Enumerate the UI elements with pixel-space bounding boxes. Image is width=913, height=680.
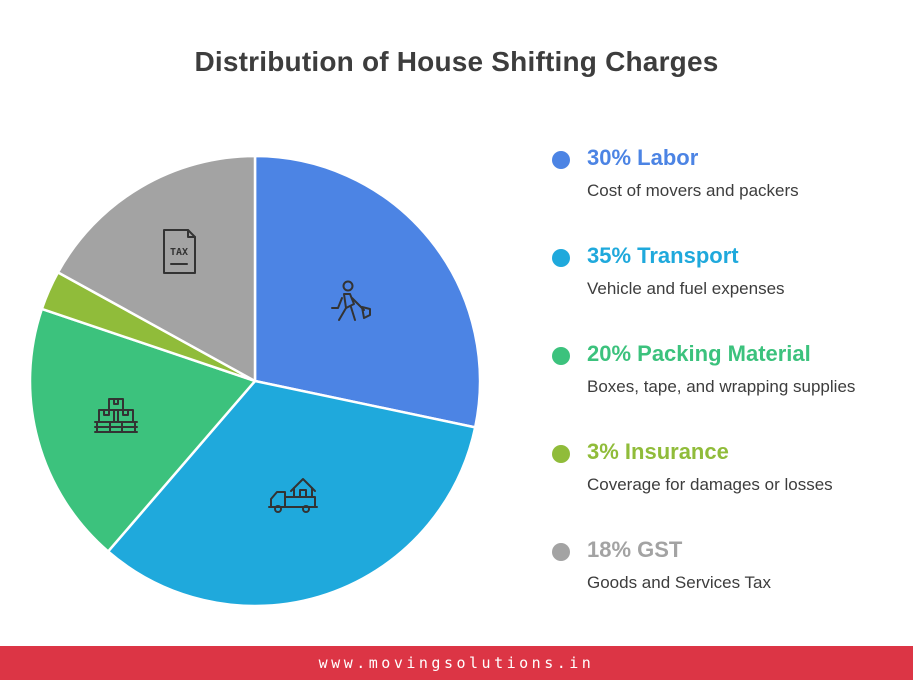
legend-label: 3% Insurance <box>587 439 729 464</box>
legend-description: Cost of movers and packers <box>587 181 799 200</box>
chart-title: Distribution of House Shifting Charges <box>194 46 719 77</box>
legend-description: Vehicle and fuel expenses <box>587 279 785 298</box>
legend-label: 30% Labor <box>587 145 699 170</box>
boxes-pallet-icon <box>94 398 138 433</box>
tax-icon-label: TAX <box>170 247 188 258</box>
pie-slice-0 <box>253 154 482 429</box>
legend-item: 35% Transport Vehicle and fuel expenses <box>552 243 907 341</box>
pie-chart: TAX <box>28 154 482 608</box>
legend-item: 20% Packing Material Boxes, tape, and wra… <box>552 341 907 439</box>
legend: 30% Labor Cost of movers and packers 35% T… <box>552 145 907 635</box>
tax-document-icon: TAX <box>163 229 196 274</box>
legend-item: 18% GST Goods and Services Tax <box>552 537 907 635</box>
legend-label: 35% Transport <box>587 243 739 268</box>
legend-label: 18% GST <box>587 537 683 562</box>
worker-shovel-icon <box>331 280 371 321</box>
pie-slice-4 <box>56 154 257 383</box>
legend-description: Goods and Services Tax <box>587 573 771 592</box>
footer-bar: www.movingsolutions.in <box>0 646 913 680</box>
legend-dot <box>552 347 570 365</box>
footer-url[interactable]: www.movingsolutions.in <box>318 654 595 672</box>
legend-dot <box>552 249 570 267</box>
legend-dot <box>552 151 570 169</box>
legend-description: Boxes, tape, and wrapping supplies <box>587 377 856 396</box>
pie-slice-1 <box>106 379 477 608</box>
truck-house-icon <box>268 478 318 513</box>
pie-slice-2 <box>28 307 257 553</box>
legend-dot <box>552 543 570 561</box>
legend-item: 30% Labor Cost of movers and packers <box>552 145 907 243</box>
legend-item: 3% Insurance Coverage for damages or loss… <box>552 439 907 537</box>
legend-label: 20% Packing Material <box>587 341 811 366</box>
legend-description: Coverage for damages or losses <box>587 475 833 494</box>
legend-dot <box>552 445 570 463</box>
